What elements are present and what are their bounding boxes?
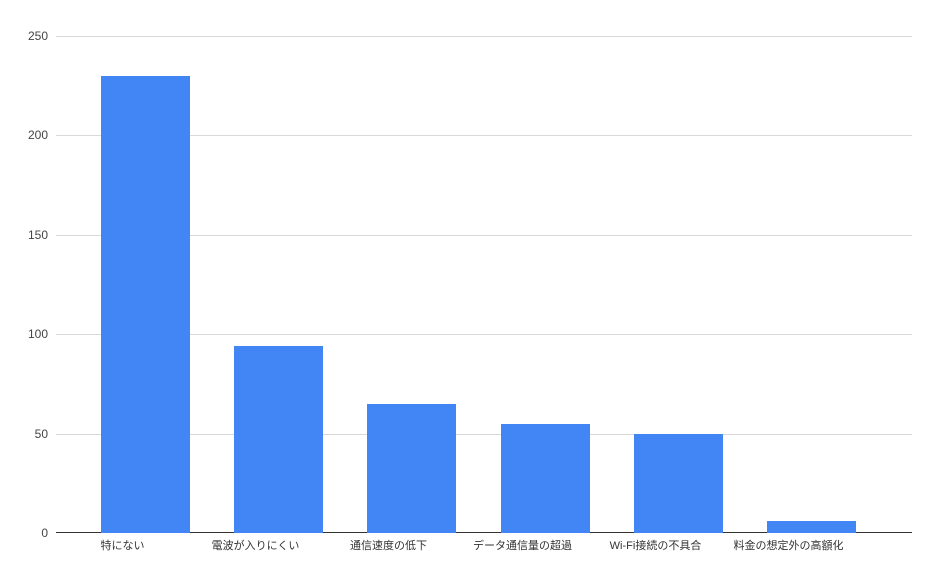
x-axis: 特にない 電波が入りにくい 通信速度の低下 データ通信量の超過 Wi-Fi接続の…: [56, 538, 912, 562]
y-axis-tick-label: 50: [34, 426, 48, 441]
bar-slot: [767, 36, 856, 533]
y-axis: 250 200 150 100 50 0: [0, 30, 48, 539]
y-axis-tick-label: 150: [27, 227, 48, 242]
x-axis-baseline: [56, 532, 912, 533]
gridline-50: [56, 433, 912, 435]
x-axis-tick-label: 通信速度の低下: [350, 540, 427, 552]
bar[interactable]: [634, 433, 723, 533]
gridline-200: [56, 135, 912, 137]
x-axis-tick-label: データ通信量の超過: [473, 540, 572, 552]
gridline-250: [56, 36, 912, 37]
y-axis-tick-label: 250: [27, 29, 48, 43]
x-axis-tick-label: 特にない: [100, 540, 145, 552]
bar[interactable]: [234, 346, 323, 533]
bars-layer: [56, 36, 912, 533]
bar-slot: [234, 36, 323, 533]
bar-slot: [101, 36, 190, 533]
gridline-150: [56, 234, 912, 236]
x-axis-tick-label: 料金の想定外の高額化: [733, 540, 844, 552]
bar[interactable]: [101, 75, 190, 533]
bar[interactable]: [767, 521, 856, 533]
bar[interactable]: [367, 403, 456, 533]
bar-slot: [634, 36, 723, 533]
bar[interactable]: [501, 423, 590, 533]
y-axis-tick-label: 200: [27, 128, 48, 143]
y-axis-tick-label: 0: [41, 526, 48, 540]
bar-slot: [367, 36, 456, 533]
bar-slot: [501, 36, 590, 533]
x-axis-tick-label: 電波が入りにくい: [211, 540, 300, 552]
plot-area: [56, 36, 912, 533]
x-axis-tick-label: Wi-Fi接続の不具合: [609, 540, 702, 552]
gridline-100: [56, 334, 912, 336]
y-axis-tick-label: 100: [27, 327, 48, 342]
